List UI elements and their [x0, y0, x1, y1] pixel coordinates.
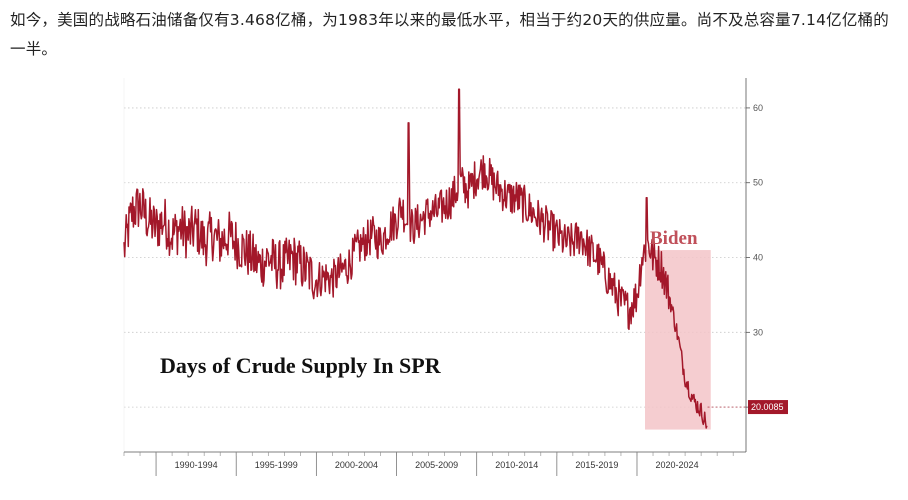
- last-value-badge: [748, 400, 788, 415]
- y-tick-label: 30: [753, 327, 763, 337]
- y-tick-label: 40: [753, 253, 763, 263]
- series-layer: [123, 88, 746, 429]
- y-tick-label: 50: [753, 178, 763, 188]
- grid-layer: [123, 78, 746, 452]
- x-tick-label: 1995-1999: [255, 460, 298, 470]
- y-tick-layer: 60 50 40 30: [746, 103, 763, 408]
- chart-title: Days of Crude Supply In SPR: [160, 353, 442, 378]
- x-tick-label: 2020-2024: [656, 460, 699, 470]
- y-tick-label: 60: [753, 103, 763, 113]
- x-tick-label: 1990-1994: [175, 460, 218, 470]
- last-value-label: 20.0085: [751, 402, 784, 412]
- x-tick-layer: 1990-1994 1995-1999 2000-2004 2005-2009 2010…: [123, 452, 734, 476]
- biden-label: Biden: [650, 228, 698, 249]
- x-tick-label: 2010-2014: [495, 460, 538, 470]
- x-tick-label: 2000-2004: [335, 460, 378, 470]
- last-value-marker: 20.0085: [748, 400, 788, 415]
- x-tick-label: 2005-2009: [415, 460, 458, 470]
- article-paragraph: 如今，美国的战略石油储备仅有3.468亿桶，为1983年以来的最低水平，相当于约…: [10, 11, 889, 58]
- series-line: [123, 88, 708, 429]
- x-tick-label: 2015-2019: [575, 460, 618, 470]
